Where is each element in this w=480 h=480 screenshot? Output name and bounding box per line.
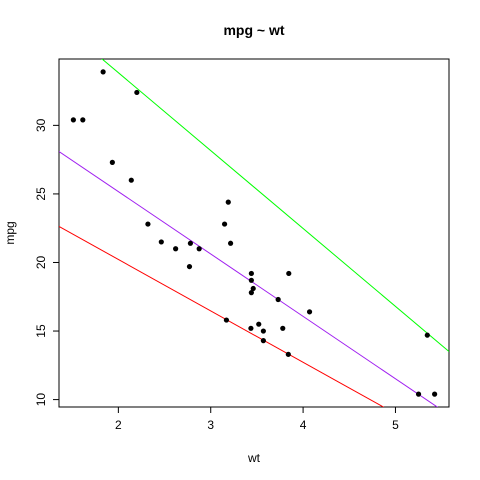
y-tick-label: 20 — [34, 255, 48, 269]
point — [280, 325, 286, 331]
point — [306, 309, 313, 315]
point — [275, 296, 281, 303]
x-tick-label: 5 — [392, 418, 399, 432]
point — [109, 159, 115, 165]
y-tick-label: 25 — [34, 187, 48, 201]
point — [186, 263, 193, 270]
point — [225, 199, 231, 205]
x-tick-label: 3 — [207, 418, 214, 432]
plot-frame — [58, 58, 450, 408]
point — [260, 328, 266, 334]
point — [134, 89, 140, 96]
fit-line — [101, 59, 449, 352]
point — [187, 240, 194, 246]
point — [248, 325, 254, 331]
point — [158, 239, 164, 245]
point — [256, 321, 262, 327]
point — [248, 290, 254, 296]
point — [223, 317, 230, 323]
x-tick-label: 4 — [300, 418, 307, 432]
point — [250, 285, 256, 292]
y-axis-label: mpg — [3, 221, 17, 244]
x-tick-label: 2 — [115, 418, 122, 432]
point — [221, 221, 228, 227]
point — [100, 69, 106, 75]
plot-area — [59, 59, 449, 407]
y-tick-label: 30 — [34, 118, 48, 132]
chart-title: mpg ~ wt — [223, 22, 284, 38]
x-axis-label: wt — [247, 451, 261, 465]
point — [248, 270, 254, 277]
point — [80, 117, 86, 123]
fit-line — [59, 151, 439, 407]
point — [227, 240, 234, 246]
point — [128, 177, 134, 183]
point — [248, 277, 254, 283]
y-tick-label: 10 — [34, 393, 48, 407]
point — [424, 332, 430, 338]
point — [70, 117, 76, 123]
point — [145, 221, 151, 227]
point — [173, 246, 179, 252]
point — [286, 270, 292, 277]
point — [260, 338, 266, 344]
point — [415, 391, 422, 397]
point — [285, 351, 291, 357]
point — [432, 391, 438, 397]
point — [196, 246, 202, 252]
y-tick-label: 15 — [34, 324, 48, 338]
fit-line — [59, 225, 385, 407]
